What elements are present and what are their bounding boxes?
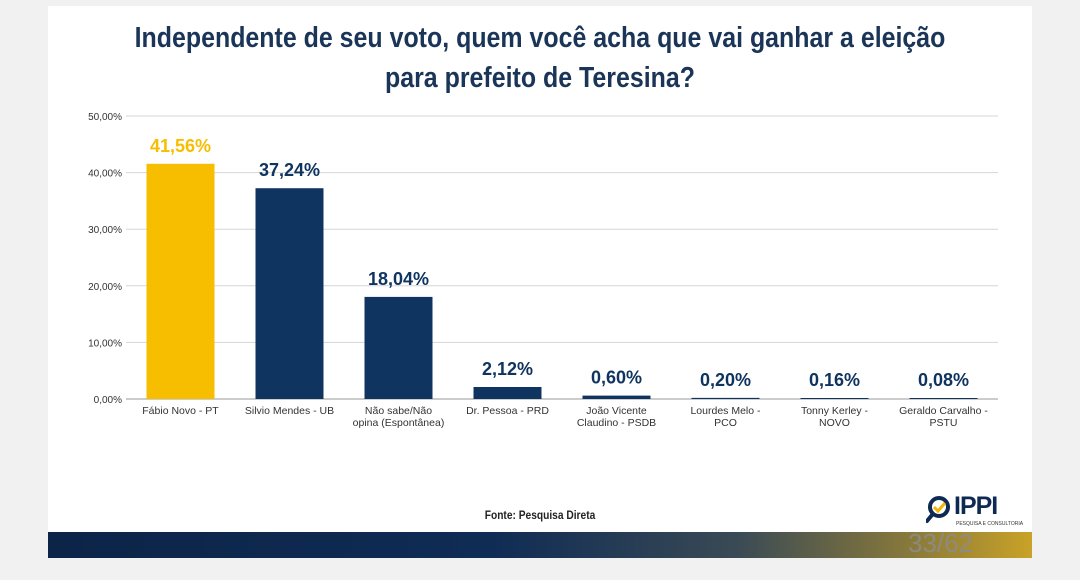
data-label: 2,12%	[482, 359, 533, 379]
data-label: 0,16%	[809, 370, 860, 390]
bar	[582, 395, 651, 399]
bar	[146, 163, 215, 399]
logo-name: IPPI	[954, 492, 998, 520]
y-tick-label: 0,00%	[94, 395, 122, 406]
logo-tagline: PESQUISA E CONSULTORIA	[956, 521, 1024, 527]
title-line-1: Independente de seu voto, quem você acha…	[134, 22, 946, 54]
x-tick-label: Dr. Pessoa - PRD	[466, 405, 549, 417]
x-tick-label: PSTU	[929, 417, 957, 429]
data-label: 41,56%	[150, 136, 211, 156]
y-tick-label: 40,00%	[88, 169, 122, 180]
x-tick-label: Não sabe/Não	[365, 405, 432, 417]
bar-chart: 0,00% 10,00% 20,00% 30,00% 40,00% 50,00% 41,56…	[88, 112, 998, 429]
data-label: 37,24%	[259, 160, 320, 180]
title-line-2: para prefeito de Teresina?	[384, 62, 696, 94]
y-tick-label: 50,00%	[88, 112, 122, 123]
bar	[473, 387, 542, 399]
bar	[909, 398, 978, 399]
x-tick-label: PCO	[714, 417, 737, 429]
x-tick-label: Geraldo Carvalho -	[899, 405, 988, 417]
x-tick-label: Silvio Mendes - UB	[245, 405, 334, 417]
source-note: Fonte: Pesquisa Direta	[484, 508, 596, 522]
ippi-logo: IPPI PESQUISA E CONSULTORIA	[926, 492, 1023, 530]
x-tick-label: João Vicente	[586, 405, 647, 417]
chart-title: Independente de seu voto, quem você acha…	[117, 18, 963, 98]
y-tick-label: 30,00%	[88, 225, 122, 236]
bar	[364, 296, 433, 399]
y-tick-label: 10,00%	[88, 338, 122, 349]
footer-bar	[48, 532, 1032, 558]
data-label: 18,04%	[368, 269, 429, 289]
data-label: 0,08%	[918, 370, 969, 390]
x-tick-label: NOVO	[819, 417, 850, 429]
x-tick-label: Fábio Novo - PT	[142, 405, 219, 417]
page-number: 33/62	[908, 528, 974, 558]
bar	[800, 398, 869, 399]
bar	[255, 188, 324, 399]
y-tick-label: 20,00%	[88, 282, 122, 293]
magnifier-check-icon	[926, 496, 950, 523]
bar	[691, 397, 760, 399]
x-tick-label: Claudino - PSDB	[577, 417, 656, 429]
data-label: 0,20%	[700, 370, 751, 390]
x-tick-label: Lourdes Melo -	[690, 405, 761, 417]
data-label: 0,60%	[591, 368, 642, 388]
slide: Independente de seu voto, quem você acha…	[48, 6, 1032, 558]
x-tick-label: Tonny Kerley -	[801, 405, 869, 417]
x-tick-label: opina (Espontânea)	[353, 417, 445, 429]
